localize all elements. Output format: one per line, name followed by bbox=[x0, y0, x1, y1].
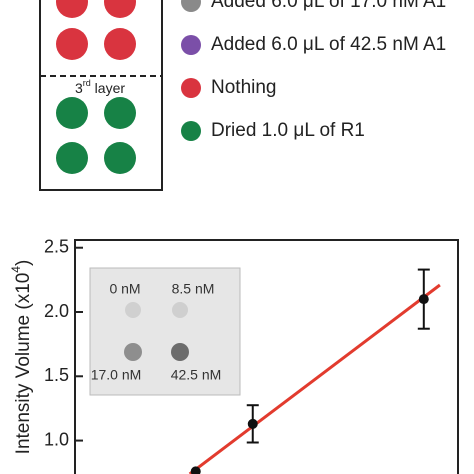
spot bbox=[56, 97, 88, 129]
spot bbox=[56, 142, 88, 174]
inset-label: 17.0 nM bbox=[91, 367, 142, 383]
data-point bbox=[418, 294, 429, 305]
legend-marker bbox=[181, 0, 201, 12]
spot bbox=[104, 28, 136, 60]
spot bbox=[56, 0, 88, 18]
inset-label: 8.5 nM bbox=[172, 281, 215, 297]
fit-line bbox=[188, 283, 441, 474]
spot bbox=[104, 0, 136, 18]
layer-text: layer bbox=[91, 80, 126, 96]
legend-marker bbox=[181, 35, 201, 55]
inset-spot bbox=[125, 302, 141, 318]
layer-label: 3rd layer bbox=[75, 78, 125, 95]
inset-spot bbox=[124, 343, 142, 361]
legend-label: Dried 1.0 μL of R1 bbox=[211, 120, 365, 141]
y-tick-label: 2.5 bbox=[44, 236, 69, 256]
layer-sup: rd bbox=[83, 78, 91, 88]
y-tick-label: 2.0 bbox=[44, 301, 69, 321]
inset-image bbox=[89, 267, 241, 396]
data-point bbox=[247, 418, 258, 429]
layer-number: 3 bbox=[75, 80, 83, 96]
inset-label: 0 nM bbox=[109, 281, 140, 297]
legend-marker bbox=[181, 78, 201, 98]
y-label-end: ) bbox=[13, 260, 34, 266]
legend-label: Nothing bbox=[211, 77, 277, 98]
y-axis-label: Intensity Volume (x104) bbox=[9, 260, 34, 455]
legend-label: Added 6.0 μL of 42.5 nM A1 bbox=[211, 34, 446, 55]
inset-label: 42.5 nM bbox=[171, 367, 222, 383]
legend-marker bbox=[181, 121, 201, 141]
spot bbox=[104, 97, 136, 129]
layer-box bbox=[39, 0, 163, 191]
spot bbox=[56, 28, 88, 60]
y-tick-label: 1.0 bbox=[44, 429, 69, 449]
plot-frame bbox=[74, 239, 459, 474]
legend-label: Added 6.0 μL of 17.0 nM A1 bbox=[211, 0, 446, 12]
y-tick-label: 1.5 bbox=[44, 365, 69, 385]
inset-spot bbox=[172, 302, 188, 318]
y-label-sup: 4 bbox=[9, 266, 23, 273]
spot bbox=[104, 142, 136, 174]
inset-spot bbox=[171, 343, 189, 361]
data-point bbox=[190, 466, 201, 474]
y-label-text: Intensity Volume (x10 bbox=[13, 273, 34, 455]
